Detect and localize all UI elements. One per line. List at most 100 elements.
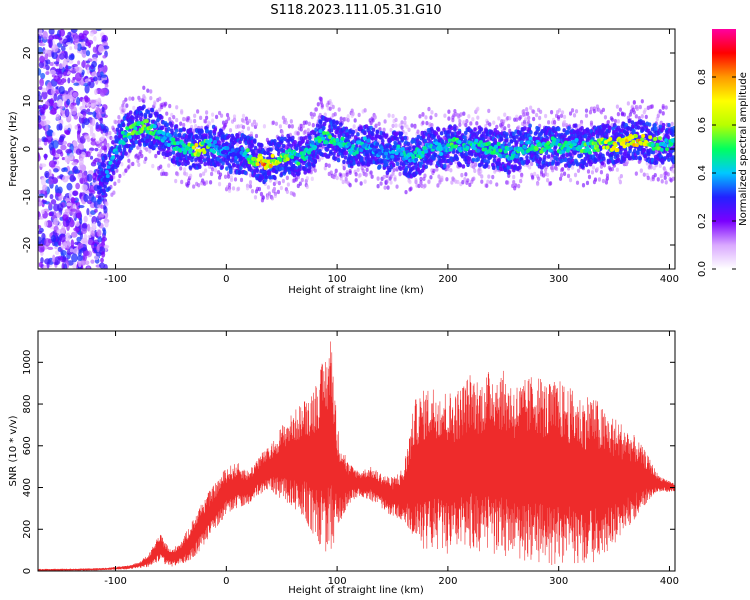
spectrogram-noise-cell <box>71 161 78 166</box>
spectrogram-halo-cell <box>341 179 345 185</box>
spectrogram-halo-cell <box>391 171 395 176</box>
spectrogram-noise-cell <box>83 118 90 126</box>
spectrogram-noise-cell <box>77 242 84 249</box>
spectrogram-halo-cell <box>122 171 126 176</box>
spectrogram-noise-cell <box>72 140 78 147</box>
spectrogram-halo-cell <box>298 181 302 186</box>
spectrogram-noise-cell <box>102 227 106 232</box>
spectrogram-halo-cell <box>363 108 367 113</box>
spectrogram-noise-cell <box>54 250 60 256</box>
spectrogram-halo-cell <box>100 204 104 209</box>
spectrogram-body-cell <box>322 125 326 131</box>
spectrogram-halo-cell <box>524 117 528 122</box>
spectrogram-halo-cell <box>495 182 499 187</box>
spectrogram-noise-cell <box>62 175 69 183</box>
spectrogram-halo-cell <box>254 122 259 127</box>
spectrogram-halo-cell <box>644 114 648 120</box>
spectrogram-body-cell <box>227 133 232 139</box>
spectrogram-noise-cell <box>81 171 87 179</box>
spectrogram-body-cell <box>384 133 389 138</box>
spectrogram-halo-cell <box>262 124 267 129</box>
spectrogram-halo-cell <box>99 148 103 153</box>
spectrogram-body-cell <box>505 138 509 143</box>
spectrogram-noise-cell <box>50 199 57 205</box>
spectrogram-body-cell <box>150 107 155 113</box>
spectrogram-noise-cell <box>39 261 43 268</box>
spectrogram-noise-cell <box>60 144 67 151</box>
spectrogram-halo-cell <box>345 172 349 177</box>
spectrogram-halo-cell <box>520 172 524 178</box>
spectrogram-body-cell <box>142 104 146 109</box>
spectrogram-halo-cell <box>503 126 507 131</box>
spectrogram-halo-cell <box>193 113 197 119</box>
spectrogram-halo-cell <box>584 113 589 118</box>
spectrogram-halo-cell <box>329 101 333 107</box>
spectrogram-halo-cell <box>382 174 386 180</box>
spectrogram-noise-cell <box>76 43 82 52</box>
spectrogram-halo-cell <box>562 114 567 120</box>
spectrogram-halo-cell <box>123 106 127 111</box>
spectrogram-halo-cell <box>285 189 289 194</box>
spectrogram-body-cell <box>259 143 264 148</box>
spectrogram-halo-cell <box>267 191 272 196</box>
spectrogram-halo-cell <box>469 121 473 126</box>
spectrogram-halo-cell <box>487 174 491 179</box>
spectrogram-noise-cell <box>91 196 97 203</box>
spectrogram-halo-cell <box>213 168 218 173</box>
spectrogram-noise-cell <box>59 234 66 243</box>
spectrogram-halo-cell <box>149 89 153 94</box>
spectrogram-halo-cell <box>303 129 307 134</box>
spectrogram-noise-cell <box>90 140 97 146</box>
spectrogram-halo-cell <box>601 178 606 184</box>
spectrogram-noise-cell <box>62 93 68 102</box>
spectrogram-noise-cell <box>87 124 94 128</box>
spectrogram-noise-cell <box>90 259 95 264</box>
spectrogram-halo-cell <box>664 105 668 110</box>
spectrogram-halo-cell <box>597 177 602 182</box>
spectrogram-noise-cell <box>47 246 54 251</box>
spectrogram-noise-cell <box>49 109 57 115</box>
spectrogram-noise-cell <box>73 115 79 120</box>
spectrogram-noise-cell <box>85 50 91 57</box>
spectrogram-noise-cell <box>42 264 48 269</box>
spectrogram-noise-cell <box>86 60 90 64</box>
spectrogram-halo-cell <box>357 112 361 118</box>
spectrogram-halo-cell <box>463 177 467 182</box>
spectrogram-halo-cell <box>223 122 228 128</box>
spectrogram-halo-cell <box>168 103 172 109</box>
spectrogram-noise-cell <box>104 83 109 88</box>
spectrogram-halo-cell <box>353 118 357 123</box>
spectrogram-noise-cell <box>58 85 65 95</box>
spectrogram-halo-cell <box>394 123 398 128</box>
spectrogram-halo-cell <box>172 114 176 120</box>
spectrogram-noise-cell <box>79 114 84 118</box>
spectrogram-body-cell <box>294 146 299 151</box>
spectrogram-halo-cell <box>339 116 343 121</box>
spectrogram-halo-cell <box>209 171 214 177</box>
spectrogram-halo-cell <box>334 168 338 174</box>
spectrogram-noise-cell <box>80 260 86 266</box>
spectrogram-body-cell <box>103 184 107 189</box>
spectrogram-noise-cell <box>74 72 82 82</box>
spectrogram-halo-cell <box>405 124 409 129</box>
spectrogram-halo-cell <box>480 174 484 179</box>
spectrogram-halo-cell <box>137 162 141 168</box>
spectrogram-halo-cell <box>218 172 223 177</box>
spectrogram-halo-cell <box>480 179 484 184</box>
spectrogram-halo-cell <box>364 172 368 178</box>
spectrogram-noise-cell <box>52 103 57 109</box>
spectrogram-halo-cell <box>626 101 630 106</box>
spectrogram-body-cell <box>313 158 318 164</box>
spectrogram-body-cell <box>168 151 173 157</box>
spectrogram-noise-cell <box>79 217 83 225</box>
spectrogram-halo-cell <box>254 133 259 139</box>
spectrogram-noise-cell <box>43 49 51 54</box>
spectrogram-halo-cell <box>148 149 152 154</box>
spectrogram-body-cell <box>528 123 532 128</box>
spectrogram-halo-cell <box>643 107 647 113</box>
spectrogram-noise-cell <box>75 182 80 190</box>
spectrogram-halo-cell <box>98 158 102 163</box>
spectrogram-halo-cell <box>416 129 420 134</box>
spectrogram-body-cell <box>467 156 472 162</box>
spectrogram-noise-cell <box>101 251 106 258</box>
